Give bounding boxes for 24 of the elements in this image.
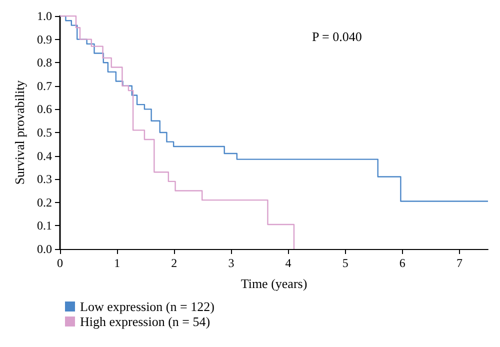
y-tick-label: 0.5: [37, 126, 52, 140]
x-axis-title: Time (years): [240, 276, 308, 291]
y-tick-label: 0.4: [37, 148, 52, 163]
y-tick-label: 0.7: [37, 78, 52, 93]
annotation: P = 0.040: [312, 29, 362, 44]
y-tick-label: 0.3: [37, 172, 52, 186]
x-tick-label: 3: [228, 256, 234, 270]
y-tick-label: 0.2: [37, 195, 52, 210]
y-tick-label: 0.9: [37, 32, 52, 46]
x-tick-label: 5: [342, 256, 348, 270]
x-tick-label: 4: [285, 256, 292, 270]
x-tick-label: 7: [456, 256, 462, 270]
y-tick-label: 1.0: [37, 9, 52, 23]
y-tick-label: 0.6: [37, 102, 52, 116]
y-tick-label: 0.0: [37, 242, 52, 256]
y-tick-label: 0.8: [37, 56, 52, 70]
x-tick-label: 2: [171, 256, 178, 270]
y-axis-title: Survival provability: [12, 80, 27, 185]
y-tick-label: 0.1: [37, 218, 52, 233]
x-tick-label: 1: [114, 256, 120, 270]
legend-label: High expression (n = 54): [80, 314, 210, 329]
legend-label: Low expression (n = 122): [80, 299, 214, 314]
x-tick-label: 6: [399, 256, 406, 270]
x-tick-label: 0: [57, 256, 63, 270]
